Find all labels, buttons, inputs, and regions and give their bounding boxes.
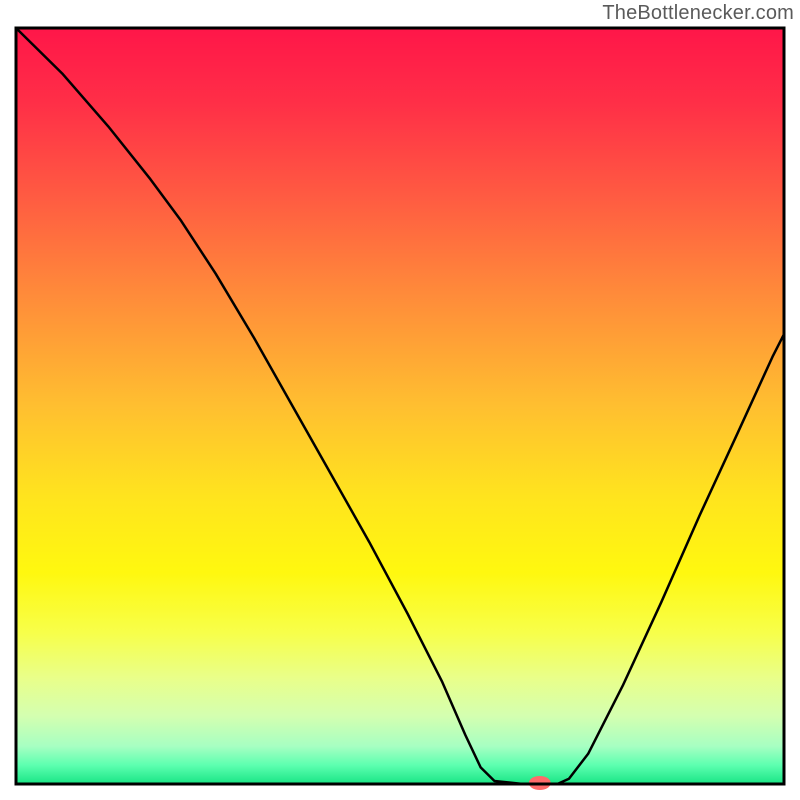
watermark-text: TheBottlenecker.com — [602, 2, 794, 25]
chart-frame: TheBottlenecker.com — [0, 0, 800, 800]
gradient-background — [16, 28, 784, 784]
bottleneck-curve-chart — [0, 0, 800, 800]
